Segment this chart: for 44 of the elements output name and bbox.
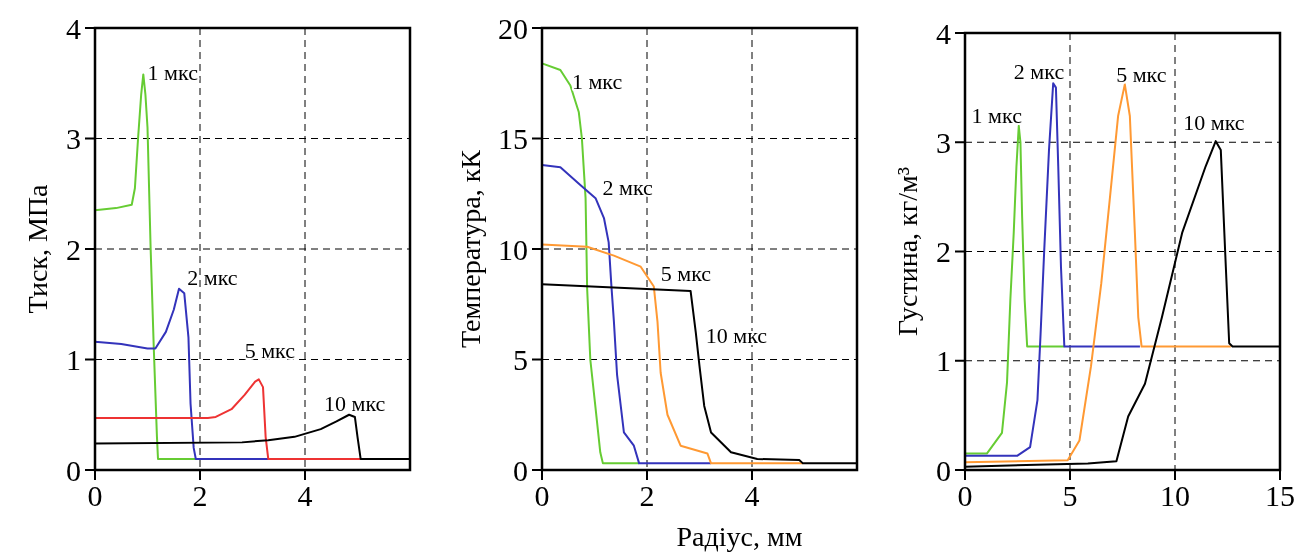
y-tick-label: 1 — [66, 343, 81, 376]
series-label: 1 мкс — [971, 102, 1023, 128]
series-label: 5 мкс — [660, 261, 712, 287]
x-tick-label: 4 — [744, 479, 760, 512]
series-label: 1 мкс — [571, 68, 623, 94]
series-label: 5 мкс — [1116, 62, 1167, 88]
y-tick-label: 15 — [498, 122, 528, 155]
y-tick-label: 4 — [66, 11, 81, 45]
series-label: 2 мкс — [602, 174, 654, 200]
series-label: 5 мкс — [244, 338, 296, 364]
y-tick-label: 10 — [498, 232, 528, 266]
y-tick-label: 20 — [498, 11, 528, 45]
x-tick-label: 0 — [957, 479, 973, 512]
x-tick-label: 0 — [87, 479, 103, 512]
y-tick-label: 4 — [936, 16, 951, 50]
x-tick-label: 2 — [639, 479, 655, 512]
y-tick-label: 2 — [936, 235, 951, 268]
y-tick-label: 0 — [66, 453, 81, 487]
y-axis-title: Температура, кК — [455, 149, 486, 348]
x-tick-label: 5 — [1062, 479, 1078, 512]
series-label: 10 мкс — [1183, 110, 1245, 136]
x-tick-label: 2 — [192, 479, 208, 512]
series-label: 2 мкс — [1013, 58, 1065, 84]
y-tick-label: 5 — [513, 343, 528, 376]
line-series — [964, 82, 1141, 457]
y-tick-label: 0 — [513, 453, 528, 487]
y-axis-title: Тиск, МПа — [22, 183, 53, 314]
x-axis-title: Радіус, мм — [676, 521, 803, 552]
series-label: 10 мкс — [324, 391, 386, 417]
y-tick-label: 1 — [936, 344, 951, 378]
y-tick-label: 2 — [66, 232, 81, 266]
series-label: 1 мкс — [147, 59, 199, 85]
x-tick-label: 15 — [1265, 479, 1295, 512]
x-tick-label: 0 — [534, 479, 550, 512]
y-tick-label: 3 — [66, 122, 81, 155]
y-tick-label: 3 — [936, 125, 951, 159]
series-label: 10 мкс — [705, 322, 768, 348]
x-tick-label: 10 — [1160, 479, 1190, 512]
x-tick-label: 4 — [297, 479, 313, 512]
y-tick-label: 0 — [936, 453, 951, 487]
series-label: 2 мкс — [187, 265, 238, 291]
line-series — [541, 243, 804, 465]
line-series — [964, 124, 1066, 455]
y-axis-title: Густина, кг/м³ — [892, 166, 923, 337]
